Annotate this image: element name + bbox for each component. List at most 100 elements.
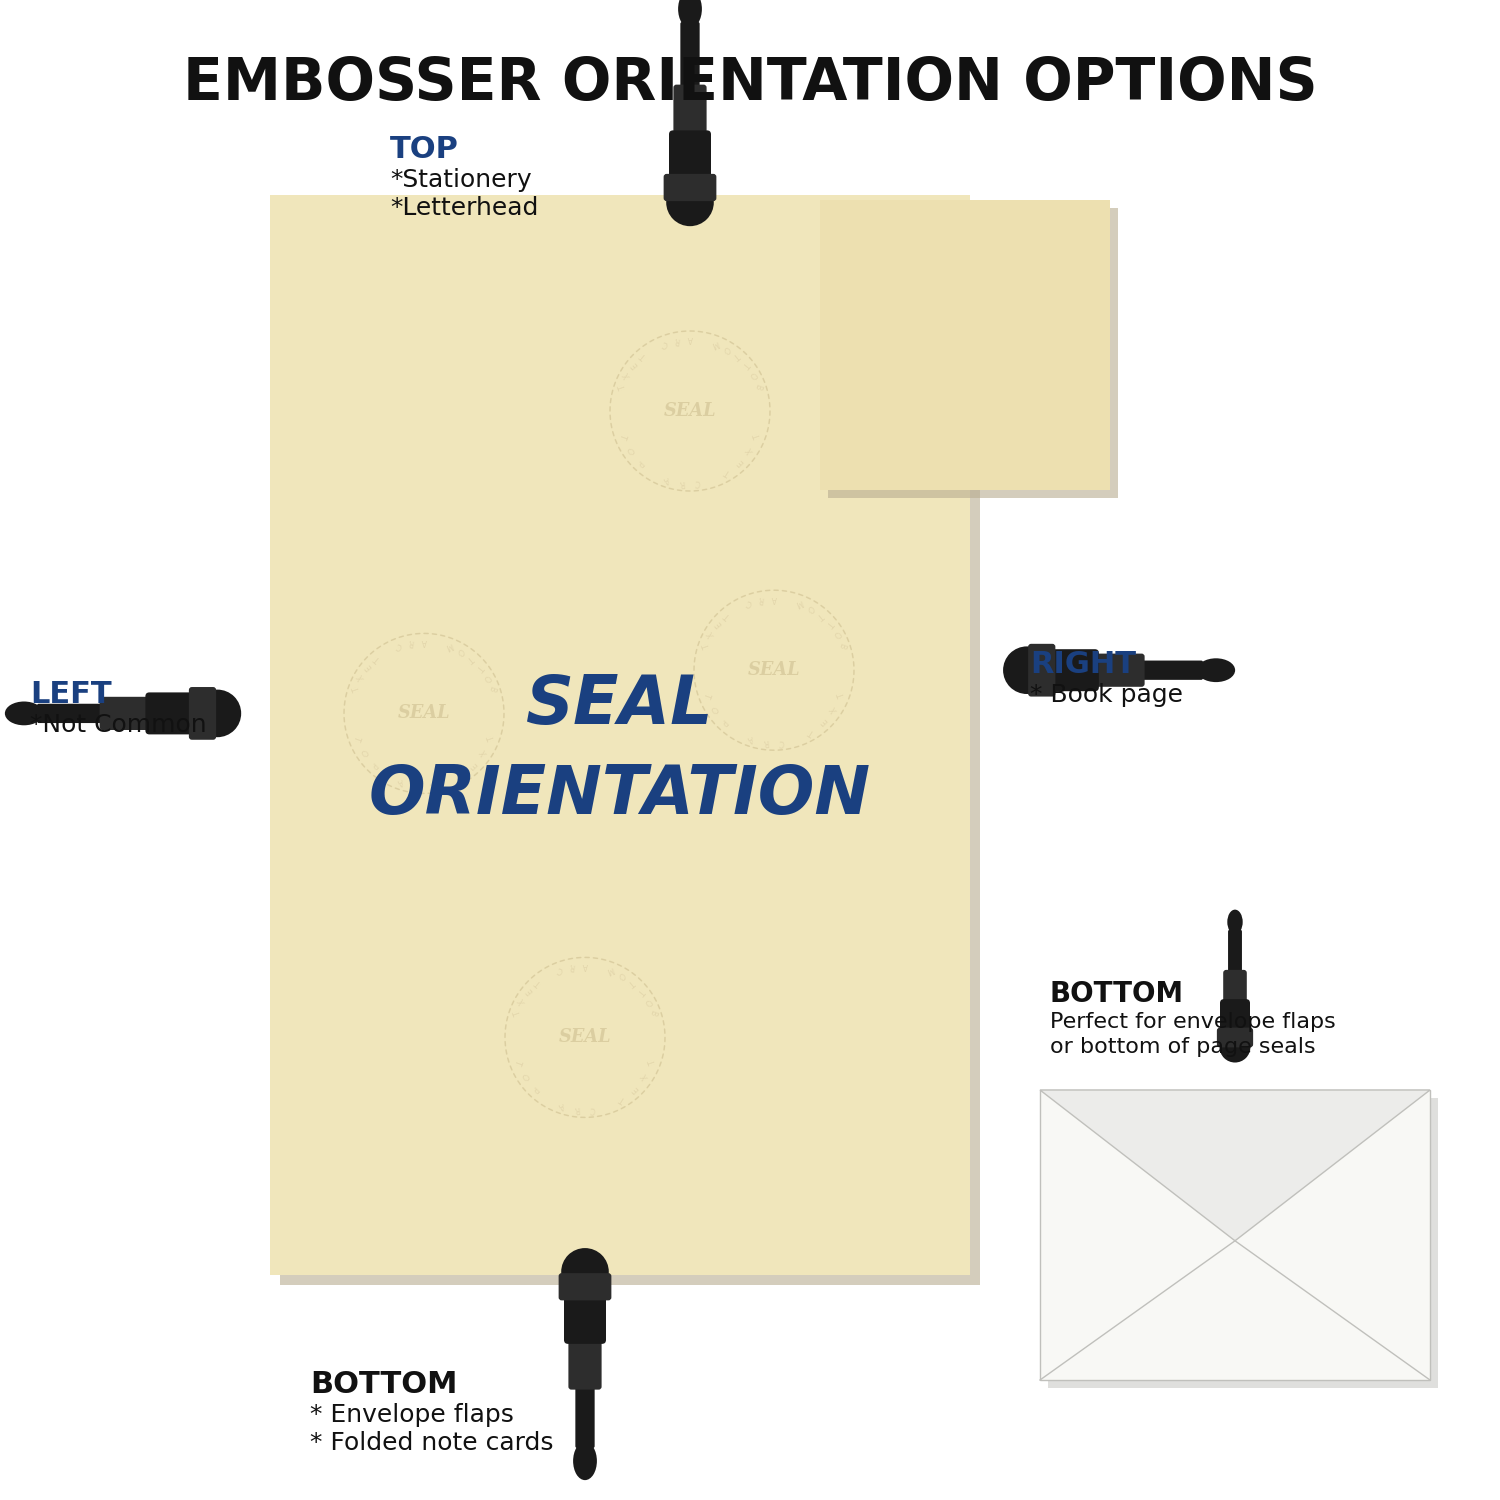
- Text: T: T: [534, 978, 543, 987]
- Text: B: B: [648, 1010, 658, 1017]
- Text: M: M: [604, 964, 615, 975]
- FancyBboxPatch shape: [38, 704, 109, 723]
- Text: A: A: [960, 234, 969, 249]
- FancyBboxPatch shape: [828, 209, 1118, 498]
- Text: T: T: [1054, 374, 1071, 387]
- Text: M: M: [993, 238, 1008, 256]
- FancyBboxPatch shape: [1040, 1090, 1430, 1380]
- Text: T: T: [824, 620, 834, 628]
- Text: T: T: [458, 770, 466, 780]
- Text: SEAL: SEAL: [663, 402, 717, 420]
- FancyBboxPatch shape: [1222, 970, 1246, 1010]
- Text: C: C: [746, 597, 753, 608]
- Text: X: X: [357, 674, 368, 682]
- Text: X: X: [1191, 1166, 1197, 1172]
- Text: R: R: [408, 638, 416, 648]
- Text: *Not Common: *Not Common: [30, 712, 207, 736]
- Text: T: T: [1262, 1152, 1268, 1158]
- Text: T: T: [859, 374, 876, 387]
- Text: A: A: [396, 777, 405, 786]
- Text: X: X: [480, 747, 490, 758]
- Text: O: O: [1046, 285, 1064, 302]
- Text: R: R: [1227, 1236, 1232, 1240]
- Text: T: T: [374, 654, 382, 663]
- Text: A: A: [747, 734, 754, 744]
- FancyBboxPatch shape: [270, 195, 970, 1275]
- FancyBboxPatch shape: [146, 693, 200, 735]
- Text: O: O: [831, 630, 842, 639]
- FancyBboxPatch shape: [1048, 1098, 1438, 1388]
- Text: E: E: [364, 663, 374, 672]
- Text: T: T: [891, 258, 906, 274]
- FancyBboxPatch shape: [821, 200, 1110, 490]
- Text: T: T: [1276, 1204, 1282, 1210]
- Text: C: C: [1216, 1144, 1222, 1150]
- Text: O: O: [616, 969, 626, 981]
- Text: O: O: [358, 747, 369, 758]
- Text: E: E: [1264, 1222, 1270, 1228]
- Text: X: X: [746, 446, 756, 454]
- Text: A: A: [582, 962, 588, 970]
- Text: X: X: [640, 1071, 651, 1082]
- Text: or bottom of page seals: or bottom of page seals: [1050, 1036, 1316, 1058]
- Text: E: E: [878, 270, 894, 286]
- Text: T: T: [634, 987, 645, 996]
- Text: SEAL: SEAL: [1215, 1185, 1255, 1198]
- FancyBboxPatch shape: [1228, 930, 1242, 978]
- Text: T: T: [465, 654, 476, 663]
- Text: T: T: [807, 726, 816, 736]
- Text: ORIENTATION: ORIENTATION: [369, 762, 872, 828]
- Text: T: T: [627, 978, 636, 987]
- FancyBboxPatch shape: [663, 174, 717, 201]
- Text: E: E: [525, 987, 536, 996]
- Text: B: B: [486, 686, 496, 693]
- Text: T: T: [702, 692, 711, 699]
- Text: BOTTOM: BOTTOM: [310, 1370, 458, 1400]
- Ellipse shape: [1197, 658, 1234, 682]
- Text: X: X: [830, 705, 840, 714]
- Circle shape: [1220, 1032, 1251, 1062]
- Text: T: T: [1013, 424, 1028, 441]
- Text: R: R: [413, 780, 419, 789]
- Text: R: R: [758, 594, 765, 604]
- Text: T: T: [702, 642, 711, 650]
- Text: TOP: TOP: [390, 135, 459, 164]
- Text: R: R: [680, 478, 686, 488]
- Text: P: P: [885, 411, 900, 426]
- Text: O: O: [624, 446, 634, 454]
- Text: A: A: [687, 334, 693, 344]
- Text: T: T: [1188, 1204, 1194, 1210]
- Text: E: E: [470, 760, 480, 770]
- FancyBboxPatch shape: [1131, 660, 1203, 680]
- Text: R: R: [574, 1104, 580, 1113]
- Text: SEAL: SEAL: [558, 1029, 612, 1047]
- Text: B: B: [753, 382, 764, 390]
- Text: Perfect for envelope flaps: Perfect for envelope flaps: [1050, 1013, 1335, 1032]
- FancyBboxPatch shape: [564, 1288, 606, 1344]
- Circle shape: [194, 690, 242, 736]
- Ellipse shape: [573, 1442, 597, 1480]
- Text: E: E: [630, 1084, 640, 1094]
- Text: M: M: [1248, 1144, 1254, 1150]
- Text: O: O: [806, 603, 814, 613]
- Ellipse shape: [1227, 909, 1242, 934]
- Text: C: C: [662, 338, 669, 348]
- Text: C: C: [694, 478, 700, 488]
- Text: A: A: [924, 435, 938, 451]
- Text: E: E: [1029, 411, 1045, 428]
- FancyBboxPatch shape: [280, 206, 980, 1286]
- Text: SEAL: SEAL: [747, 662, 801, 680]
- Text: P: P: [1198, 1222, 1204, 1228]
- FancyBboxPatch shape: [674, 84, 706, 141]
- Text: T: T: [618, 432, 627, 439]
- Circle shape: [561, 1248, 609, 1296]
- Text: A: A: [558, 1101, 566, 1110]
- Text: X: X: [1270, 1214, 1278, 1219]
- Text: O: O: [519, 1071, 530, 1082]
- FancyBboxPatch shape: [1044, 650, 1100, 692]
- Circle shape: [666, 178, 714, 226]
- FancyBboxPatch shape: [1216, 1028, 1252, 1047]
- Text: M: M: [710, 338, 720, 348]
- Text: SEAL: SEAL: [526, 672, 714, 738]
- Text: R: R: [764, 736, 770, 747]
